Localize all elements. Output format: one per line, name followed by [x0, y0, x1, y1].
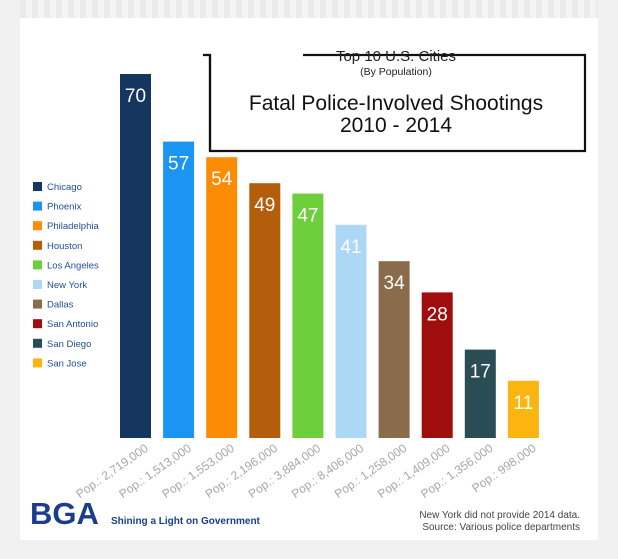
bar-value-label: 11 [514, 393, 534, 414]
bar-value-label: 41 [340, 237, 361, 258]
legend-label: Houston [47, 241, 82, 252]
legend-swatch [33, 182, 42, 191]
bar-houston [249, 183, 281, 438]
infographic-panel: Top 10 U.S. Cities (By Population) Fatal… [20, 18, 598, 540]
legend-swatch [33, 358, 42, 368]
bar-new-york [335, 224, 367, 438]
bar-value-label: 28 [427, 304, 448, 325]
bar-value-label: 17 [470, 362, 491, 383]
bar-value-label: 49 [254, 195, 275, 216]
legend-label: Phoenix [47, 202, 82, 213]
legend-swatch [33, 299, 42, 309]
title-box: Top 10 U.S. Cities (By Population) Fatal… [203, 48, 587, 153]
main-title-line2: 2010 - 2014 [340, 114, 452, 137]
legend-label: Los Angeles [47, 260, 99, 271]
legend-swatch [33, 319, 42, 329]
bar-chicago [120, 74, 151, 438]
x-tick-label: Pop.: 8,406,000 [289, 441, 367, 501]
chart-subtitle: (By Population) [360, 66, 432, 78]
x-tick-label: Pop.: 1,409,000 [375, 441, 453, 501]
bar-phoenix [163, 141, 195, 438]
bar-san-antonio [421, 292, 453, 438]
legend-swatch [33, 338, 42, 348]
chart-title: Top 10 U.S. Cities [336, 48, 456, 65]
legend-swatch [33, 240, 42, 250]
bar-value-label: 54 [211, 169, 233, 190]
legend-swatch [33, 280, 42, 289]
x-tick-label: Pop.: 3,884,000 [246, 441, 324, 501]
legend-swatch [33, 201, 42, 211]
legend-swatch [33, 221, 42, 231]
bar-san-jose [507, 380, 539, 438]
bar-value-label: 70 [125, 86, 146, 107]
decorative-strip [20, 0, 598, 18]
title-box-border [203, 53, 587, 153]
bar-value-label: 47 [297, 206, 318, 227]
legend-label: Chicago [47, 182, 82, 193]
bar-dallas [378, 261, 410, 438]
legend-label: San Diego [47, 339, 91, 350]
legend-label: Dallas [47, 300, 74, 311]
footer: BGA Shining a Light on Government New Yo… [30, 496, 580, 533]
x-tick-label: Pop.: 1,513,000 [116, 441, 194, 501]
bar-san-diego [464, 349, 496, 438]
bar-value-label: 34 [384, 273, 406, 294]
source-note: Source: Various police departments [422, 522, 580, 533]
x-tick-label: Pop.: 1,553,000 [159, 441, 237, 501]
x-tick-label: Pop.: 2,719,000 [73, 441, 151, 501]
x-tick-label: Pop.: 2,196,000 [203, 441, 281, 501]
bar-chart: Top 10 U.S. Cities (By Population) Fatal… [30, 48, 587, 533]
legend-label: New York [47, 280, 87, 291]
legend-label: Philadelphia [47, 221, 99, 232]
legend-label: San Antonio [47, 319, 98, 330]
bar-los-angeles [292, 193, 324, 438]
bar-value-label: 57 [168, 154, 189, 175]
legend-swatch [33, 260, 42, 270]
legend: Chicago Phoenix Philadelphia Houston Los Ang… [33, 182, 99, 369]
bga-logo: BGA [30, 496, 99, 531]
footnote: New York did not provide 2014 data. [419, 510, 580, 521]
bar-philadelphia [206, 157, 238, 438]
x-tick-label: Pop.: 1,258,000 [332, 441, 410, 501]
x-tick-label: Pop.: 1,356,000 [418, 441, 496, 501]
legend-label: San Jose [47, 358, 87, 369]
main-title-line1: Fatal Police-Involved Shootings [249, 92, 543, 115]
tagline: Shining a Light on Government [111, 516, 261, 527]
bars-group: 70 57 54 49 47 41 34 28 17 11 [120, 74, 539, 438]
